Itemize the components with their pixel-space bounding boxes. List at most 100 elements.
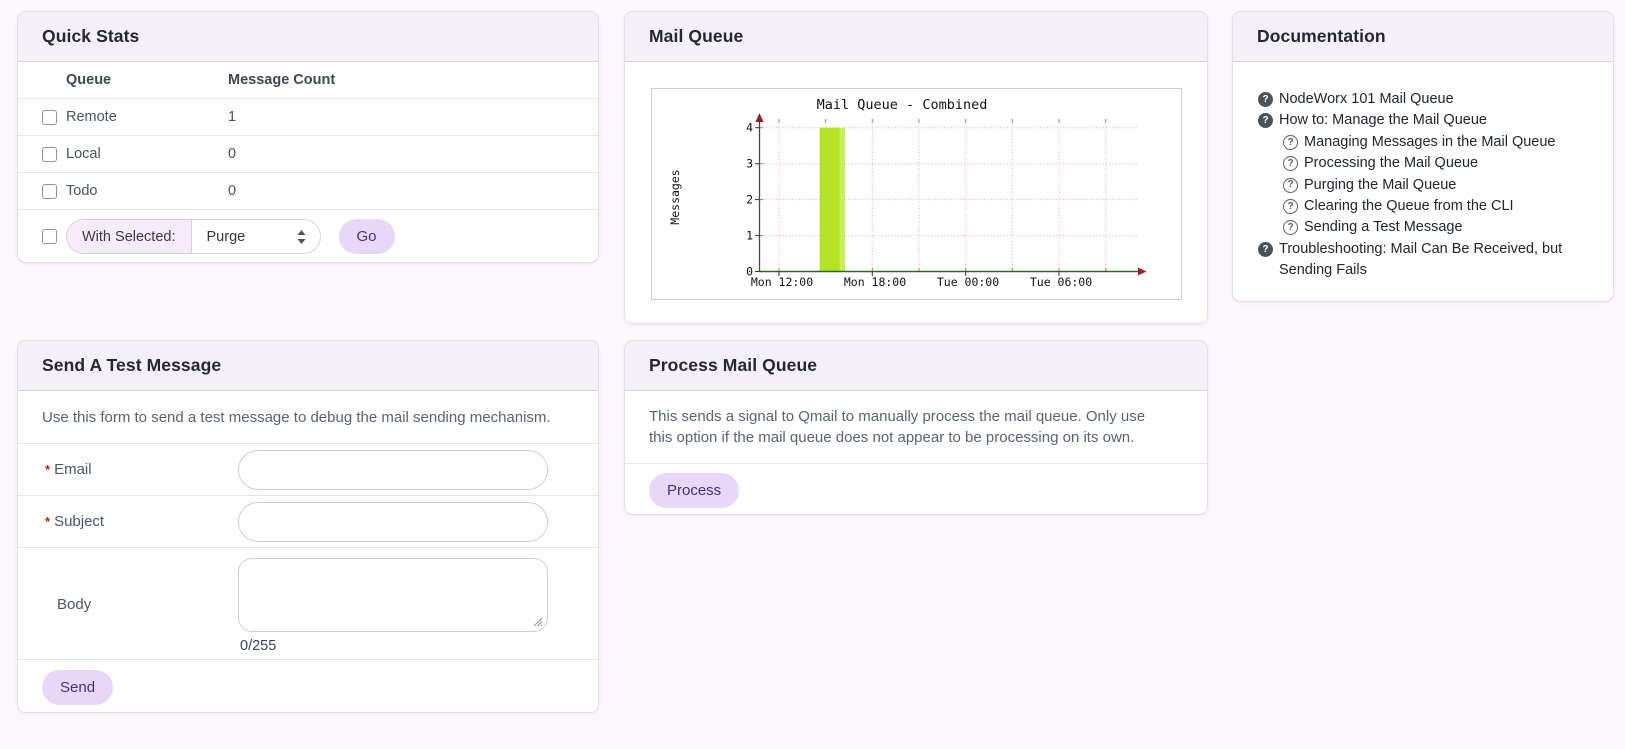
subject-label: * Subject bbox=[45, 513, 105, 530]
chart-x-arrow bbox=[1138, 267, 1147, 276]
action-select[interactable]: Purge bbox=[192, 220, 320, 253]
mail-queue-chart: Mail Queue - Combined Messages bbox=[651, 88, 1182, 300]
question-outline-icon: ? bbox=[1283, 134, 1298, 150]
question-filled-icon: ? bbox=[1258, 241, 1273, 257]
process-queue-title: Process Mail Queue bbox=[649, 355, 818, 375]
doc-link-label: Processing the Mail Queue bbox=[1304, 155, 1479, 172]
documentation-title: Documentation bbox=[1257, 26, 1386, 46]
quick-stats-header: Quick Stats bbox=[18, 12, 598, 62]
process-queue-description: This sends a signal to Qmail to manually… bbox=[649, 407, 1146, 447]
y-tick: 2 bbox=[746, 193, 753, 207]
send-test-footer: Send bbox=[18, 660, 598, 714]
chart-bar-spike bbox=[819, 127, 845, 272]
chart-axis-ticks bbox=[755, 127, 1060, 276]
body-field[interactable] bbox=[238, 558, 548, 632]
table-row: Todo 0 bbox=[18, 173, 598, 210]
process-queue-footer: Process bbox=[625, 464, 1207, 516]
send-test-header: Send A Test Message bbox=[18, 341, 598, 391]
doc-link-label: Clearing the Queue from the CLI bbox=[1304, 198, 1514, 215]
required-asterisk: * bbox=[45, 514, 51, 529]
mail-queue-chart-svg: Mail Queue - Combined Messages bbox=[668, 97, 1147, 289]
message-count: 0 bbox=[228, 183, 237, 199]
action-select-value: Purge bbox=[206, 228, 246, 245]
question-outline-icon: ? bbox=[1283, 220, 1298, 236]
row-checkbox-remote[interactable] bbox=[42, 109, 57, 125]
table-row: Local 0 bbox=[18, 136, 598, 173]
mail-queue-panel: Mail Queue Mail Queue - Combined Message… bbox=[624, 11, 1208, 324]
doc-link-label: How to: Manage the Mail Queue bbox=[1279, 112, 1487, 129]
question-outline-icon: ? bbox=[1283, 177, 1298, 193]
x-tick: Tue 06:00 bbox=[1030, 275, 1092, 289]
doc-link[interactable]: ? Processing the Mail Queue bbox=[1283, 153, 1595, 174]
send-button[interactable]: Send bbox=[42, 669, 114, 705]
doc-link[interactable]: ? Clearing the Queue from the CLI bbox=[1283, 196, 1595, 217]
x-tick: Tue 00:00 bbox=[937, 275, 999, 289]
process-queue-description-row: This sends a signal to Qmail to manually… bbox=[625, 391, 1207, 464]
doc-link-label: Sending a Test Message bbox=[1304, 219, 1463, 236]
email-field[interactable] bbox=[238, 449, 548, 490]
select-all-checkbox[interactable] bbox=[42, 229, 57, 244]
with-selected-label: With Selected: bbox=[67, 220, 192, 253]
documentation-header: Documentation bbox=[1233, 12, 1613, 62]
send-test-description: Use this form to send a test message to … bbox=[42, 408, 551, 426]
chart-y-tick-labels: 4 3 2 1 0 bbox=[746, 121, 753, 279]
quick-stats-column-header-row: Queue Message Count bbox=[18, 62, 598, 99]
documentation-panel: Documentation ? NodeWorx 101 Mail Queue … bbox=[1232, 11, 1614, 302]
question-filled-icon: ? bbox=[1258, 113, 1273, 129]
body-char-counter: 0/255 bbox=[240, 638, 277, 654]
send-test-message-panel: Send A Test Message Use this form to sen… bbox=[17, 340, 599, 713]
select-arrows-icon bbox=[297, 229, 305, 244]
email-field-row: * Email bbox=[18, 444, 598, 496]
process-mail-queue-panel: Process Mail Queue This sends a signal t… bbox=[624, 340, 1208, 515]
subject-field-row: * Subject bbox=[18, 496, 598, 548]
doc-link[interactable]: ? Sending a Test Message bbox=[1283, 217, 1595, 238]
go-button[interactable]: Go bbox=[338, 219, 395, 254]
quick-stats-title: Quick Stats bbox=[42, 26, 140, 46]
documentation-list: ? NodeWorx 101 Mail Queue ? How to: Mana… bbox=[1233, 62, 1613, 282]
x-tick: Mon 18:00 bbox=[844, 275, 906, 289]
with-selected-group: With Selected: Purge bbox=[66, 219, 321, 254]
queue-name: Local bbox=[66, 146, 101, 162]
send-test-title: Send A Test Message bbox=[42, 355, 222, 375]
quick-stats-panel: Quick Stats Queue Message Count Remote 1… bbox=[17, 11, 599, 263]
row-checkbox-local[interactable] bbox=[42, 146, 57, 162]
question-outline-icon: ? bbox=[1283, 156, 1298, 172]
with-selected-row: With Selected: Purge Go bbox=[18, 210, 598, 263]
queue-name: Remote bbox=[66, 109, 117, 125]
subject-field[interactable] bbox=[238, 501, 548, 542]
send-test-description-row: Use this form to send a test message to … bbox=[18, 391, 598, 444]
doc-link[interactable]: ? NodeWorx 101 Mail Queue bbox=[1258, 89, 1595, 110]
doc-link-label: NodeWorx 101 Mail Queue bbox=[1279, 91, 1454, 107]
email-label: * Email bbox=[45, 461, 92, 478]
chart-y-arrow bbox=[755, 113, 764, 122]
required-asterisk: * bbox=[45, 462, 51, 477]
doc-link[interactable]: ? Managing Messages in the Mail Queue bbox=[1283, 132, 1595, 153]
chart-ylabel: Messages bbox=[668, 169, 682, 224]
y-tick: 4 bbox=[746, 121, 753, 135]
doc-link[interactable]: ? Troubleshooting: Mail Can Be Received,… bbox=[1258, 239, 1595, 282]
doc-link-label: Troubleshooting: Mail Can Be Received, b… bbox=[1279, 240, 1563, 279]
body-field-row: Body 0/255 bbox=[18, 548, 598, 660]
doc-link[interactable]: ? How to: Manage the Mail Queue bbox=[1258, 110, 1595, 131]
column-header-message-count: Message Count bbox=[228, 72, 336, 88]
y-tick: 0 bbox=[746, 265, 753, 279]
y-tick: 3 bbox=[746, 157, 753, 171]
doc-link[interactable]: ? Purging the Mail Queue bbox=[1283, 175, 1595, 196]
message-count: 0 bbox=[228, 146, 237, 162]
doc-link-label: Purging the Mail Queue bbox=[1304, 176, 1457, 193]
resize-handle-icon[interactable] bbox=[532, 616, 543, 627]
table-row: Remote 1 bbox=[18, 99, 598, 136]
chart-horizontal-grid bbox=[759, 127, 1138, 237]
mail-queue-title: Mail Queue bbox=[649, 26, 744, 46]
message-count: 1 bbox=[228, 109, 237, 125]
x-tick: Mon 12:00 bbox=[751, 275, 813, 289]
queue-name: Todo bbox=[66, 183, 98, 199]
mail-queue-header: Mail Queue bbox=[625, 12, 1207, 62]
body-label: Body bbox=[57, 596, 92, 613]
process-queue-header: Process Mail Queue bbox=[625, 341, 1207, 391]
chart-x-tick-labels: Mon 12:00 Mon 18:00 Tue 00:00 Tue 06:00 bbox=[751, 275, 1092, 289]
row-checkbox-todo[interactable] bbox=[42, 183, 57, 199]
column-header-queue: Queue bbox=[66, 72, 112, 88]
chart-grid-ticks bbox=[759, 119, 1107, 272]
process-button[interactable]: Process bbox=[649, 472, 740, 508]
